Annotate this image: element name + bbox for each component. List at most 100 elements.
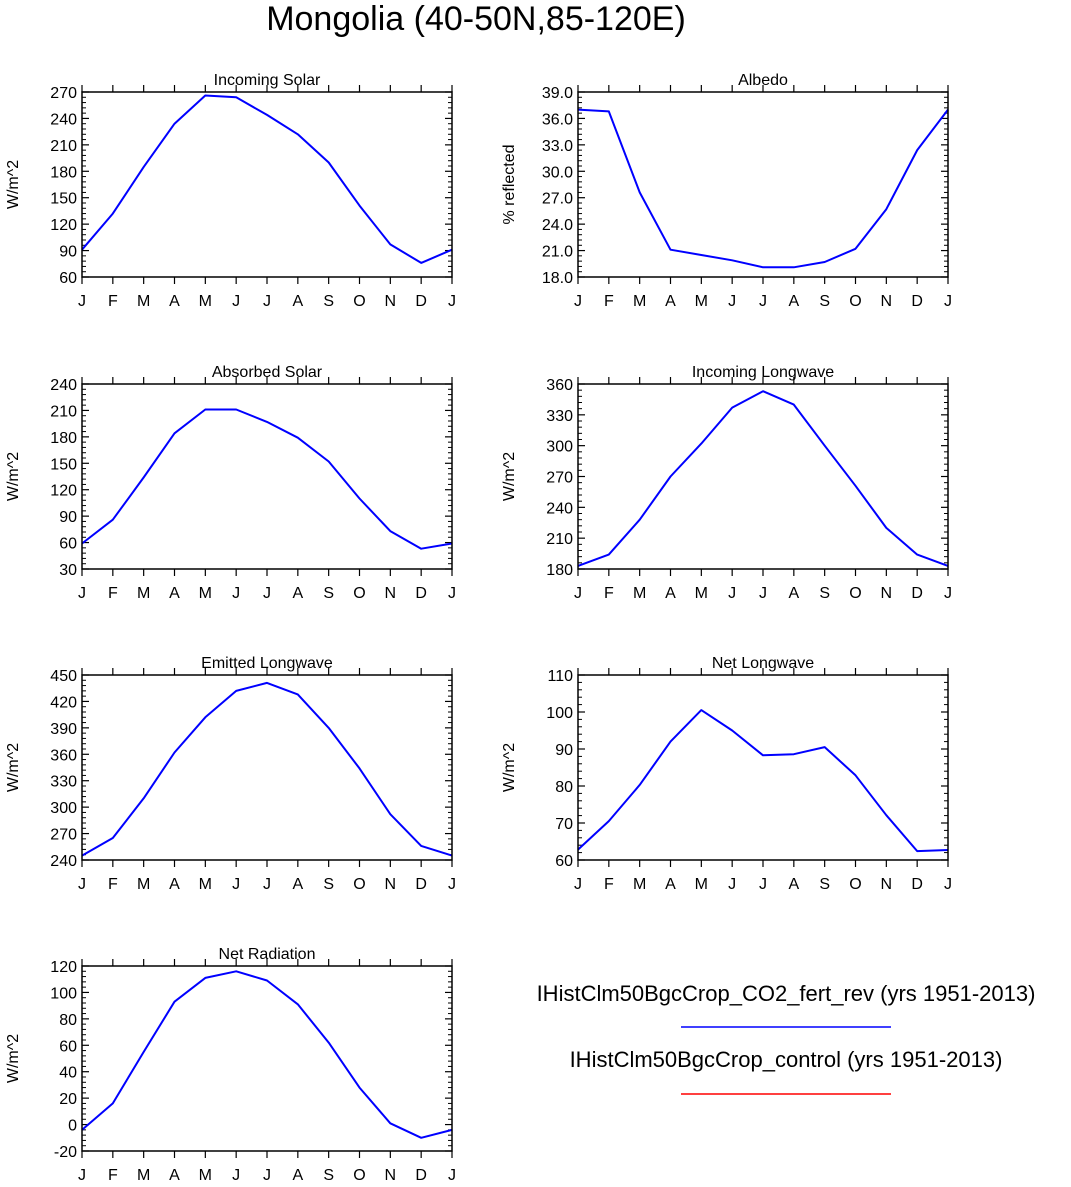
x-tick-label-emitted-longwave: M bbox=[137, 876, 150, 893]
panel-absorbed-solar: Absorbed Solar W/m^2 30 60 90 120 150 180 210 240… bbox=[5, 364, 456, 602]
x-tick-label-incoming-longwave: N bbox=[881, 585, 893, 602]
x-tick-label-incoming-longwave: M bbox=[695, 585, 708, 602]
panel-title-absorbed-solar: Absorbed Solar bbox=[212, 364, 323, 381]
y-tick-label-incoming-solar: 120 bbox=[50, 217, 77, 234]
y-tick-label-incoming-longwave: 180 bbox=[546, 562, 573, 579]
x-tick-label-absorbed-solar: D bbox=[415, 585, 427, 602]
x-tick-label-incoming-solar: J bbox=[232, 293, 240, 310]
x-tick-label-net-longwave: A bbox=[788, 876, 799, 893]
x-tick-label-incoming-solar: M bbox=[137, 293, 150, 310]
x-tick-label-albedo: M bbox=[633, 293, 646, 310]
x-tick-label-net-radiation: A bbox=[169, 1167, 180, 1184]
x-tick-label-net-radiation: M bbox=[199, 1167, 212, 1184]
y-axis-label-net-radiation: W/m^2 bbox=[5, 1034, 22, 1083]
x-tick-label-net-radiation: J bbox=[448, 1167, 456, 1184]
y-tick-label-net-radiation: 20 bbox=[59, 1091, 77, 1108]
x-tick-label-net-longwave: A bbox=[665, 876, 676, 893]
x-tick-label-emitted-longwave: D bbox=[415, 876, 427, 893]
y-axis-label-absorbed-solar: W/m^2 bbox=[5, 452, 22, 501]
x-tick-label-incoming-longwave: D bbox=[911, 585, 923, 602]
panel-title-net-longwave: Net Longwave bbox=[712, 655, 814, 672]
x-tick-label-albedo: J bbox=[944, 293, 952, 310]
y-tick-label-incoming-solar: 180 bbox=[50, 164, 77, 181]
y-tick-label-net-radiation: 0 bbox=[68, 1118, 77, 1135]
x-tick-label-albedo: J bbox=[728, 293, 736, 310]
x-tick-label-incoming-longwave: F bbox=[604, 585, 614, 602]
x-tick-label-albedo: F bbox=[604, 293, 614, 310]
x-tick-label-absorbed-solar: A bbox=[292, 585, 303, 602]
x-tick-label-net-longwave: M bbox=[633, 876, 646, 893]
x-tick-label-incoming-solar: J bbox=[263, 293, 271, 310]
x-tick-label-incoming-solar: A bbox=[169, 293, 180, 310]
panel-net-longwave: Net Longwave W/m^2 60 70 80 90 100 110 J F M A M J J A S… bbox=[501, 655, 952, 893]
series-line-albedo bbox=[577, 108, 949, 269]
y-tick-label-net-radiation: 100 bbox=[50, 985, 77, 1002]
x-tick-label-absorbed-solar: F bbox=[108, 585, 118, 602]
x-tick-label-emitted-longwave: S bbox=[323, 876, 334, 893]
x-tick-label-absorbed-solar: J bbox=[232, 585, 240, 602]
x-tick-label-net-radiation: J bbox=[232, 1167, 240, 1184]
y-tick-label-emitted-longwave: 360 bbox=[50, 747, 77, 764]
legend-label-control: IHistClm50BgcCrop_control (yrs 1951-2013… bbox=[570, 1047, 1003, 1072]
x-tick-label-net-radiation: D bbox=[415, 1167, 427, 1184]
series-line-emitted-longwave bbox=[81, 681, 453, 857]
x-tick-label-net-radiation: J bbox=[78, 1167, 86, 1184]
x-tick-label-net-longwave: S bbox=[819, 876, 830, 893]
x-tick-label-net-longwave: O bbox=[849, 876, 861, 893]
y-tick-label-incoming-solar: 150 bbox=[50, 191, 77, 208]
x-tick-label-emitted-longwave: J bbox=[78, 876, 86, 893]
x-tick-label-net-radiation: J bbox=[263, 1167, 271, 1184]
x-tick-label-emitted-longwave: A bbox=[169, 876, 180, 893]
series-line-incoming-solar bbox=[81, 94, 453, 264]
plot-frame-incoming-solar bbox=[81, 91, 453, 278]
legend-label-co2-fert-rev: IHistClm50BgcCrop_CO2_fert_rev (yrs 1951… bbox=[537, 981, 1036, 1006]
x-tick-label-net-longwave: J bbox=[944, 876, 952, 893]
x-tick-label-net-radiation: A bbox=[292, 1167, 303, 1184]
x-tick-label-net-longwave: M bbox=[695, 876, 708, 893]
panel-albedo: Albedo % reflected 18.0 21.0 24.0 27.0 30.0 33.… bbox=[501, 72, 952, 310]
x-tick-label-albedo: N bbox=[881, 293, 893, 310]
x-tick-label-incoming-solar: N bbox=[385, 293, 397, 310]
y-tick-label-net-radiation: 120 bbox=[50, 959, 77, 976]
x-tick-label-emitted-longwave: N bbox=[385, 876, 397, 893]
x-tick-label-incoming-longwave: J bbox=[574, 585, 582, 602]
plot-frame-net-longwave bbox=[577, 674, 949, 861]
y-tick-label-emitted-longwave: 240 bbox=[50, 853, 77, 870]
y-tick-label-net-radiation: 60 bbox=[59, 1038, 77, 1055]
y-tick-label-incoming-longwave: 240 bbox=[546, 500, 573, 517]
x-tick-label-net-radiation: F bbox=[108, 1167, 118, 1184]
y-tick-label-incoming-solar: 60 bbox=[59, 270, 77, 287]
y-tick-label-emitted-longwave: 450 bbox=[50, 668, 77, 685]
x-tick-label-net-radiation: M bbox=[137, 1167, 150, 1184]
y-tick-label-emitted-longwave: 300 bbox=[50, 800, 77, 817]
x-tick-label-absorbed-solar: J bbox=[448, 585, 456, 602]
plot-frame-albedo bbox=[577, 91, 949, 278]
x-tick-label-incoming-longwave: O bbox=[849, 585, 861, 602]
y-tick-label-absorbed-solar: 240 bbox=[50, 377, 77, 394]
panel-title-incoming-solar: Incoming Solar bbox=[214, 72, 321, 89]
x-tick-label-emitted-longwave: J bbox=[232, 876, 240, 893]
x-tick-label-emitted-longwave: M bbox=[199, 876, 212, 893]
x-tick-label-albedo: A bbox=[788, 293, 799, 310]
x-tick-label-net-longwave: D bbox=[911, 876, 923, 893]
y-axis-label-incoming-solar: W/m^2 bbox=[5, 160, 22, 209]
x-tick-label-albedo: J bbox=[759, 293, 767, 310]
panels: Incoming Solar W/m^2 60 90 120 150 180 210 240 27… bbox=[5, 72, 952, 1184]
y-tick-label-absorbed-solar: 120 bbox=[50, 483, 77, 500]
panel-incoming-solar: Incoming Solar W/m^2 60 90 120 150 180 210 240 27… bbox=[5, 72, 456, 310]
y-tick-label-net-longwave: 110 bbox=[547, 668, 573, 685]
x-tick-label-absorbed-solar: M bbox=[199, 585, 212, 602]
x-tick-label-incoming-longwave: J bbox=[728, 585, 736, 602]
x-tick-label-absorbed-solar: N bbox=[385, 585, 397, 602]
x-tick-label-incoming-longwave: J bbox=[759, 585, 767, 602]
x-tick-label-net-radiation: S bbox=[323, 1167, 334, 1184]
panel-emitted-longwave: Emitted Longwave W/m^2 240 270 300 330 360 390 4… bbox=[5, 655, 456, 893]
x-tick-label-incoming-solar: S bbox=[323, 293, 334, 310]
x-tick-label-incoming-solar: F bbox=[108, 293, 118, 310]
y-tick-label-incoming-longwave: 300 bbox=[546, 439, 573, 456]
x-tick-label-net-longwave: J bbox=[574, 876, 582, 893]
y-tick-label-albedo: 36.0 bbox=[542, 111, 573, 128]
x-tick-label-incoming-solar: A bbox=[292, 293, 303, 310]
panel-incoming-longwave: Incoming Longwave W/m^2 180 210 240 270 300 330… bbox=[501, 364, 952, 602]
y-tick-label-net-longwave: 90 bbox=[555, 742, 573, 759]
